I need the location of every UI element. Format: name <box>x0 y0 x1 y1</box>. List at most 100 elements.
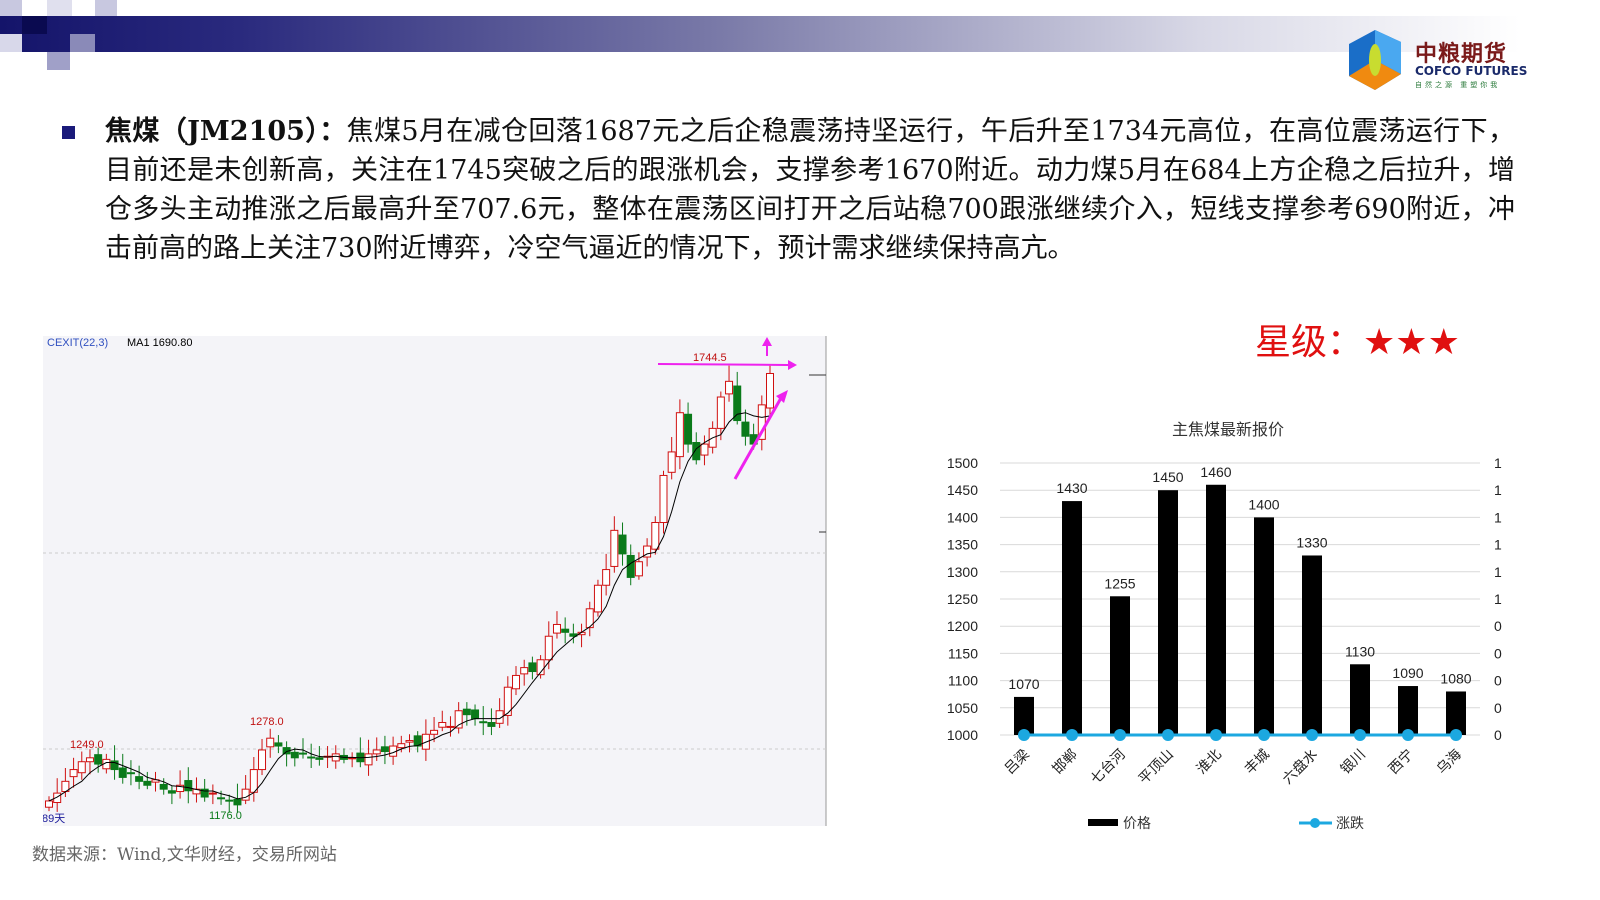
change-point <box>1402 729 1414 741</box>
y2-tick-label: 0 <box>1494 673 1502 689</box>
rating-label: 星级： <box>1255 322 1364 363</box>
candle <box>675 399 684 470</box>
bullet-icon <box>62 126 75 139</box>
deco-square <box>47 52 70 70</box>
y2-tick-label: 0 <box>1494 618 1502 634</box>
bar-value-label: 1330 <box>1296 534 1327 550</box>
category-label: 银川 <box>1338 747 1369 778</box>
candle <box>520 659 529 686</box>
y2-tick-label: 0 <box>1494 700 1502 716</box>
candle <box>208 784 217 805</box>
legend-change-swatch <box>1310 818 1320 828</box>
change-point <box>1018 729 1030 741</box>
category-label: 西宁 <box>1385 746 1417 778</box>
candle <box>258 738 267 776</box>
bar <box>1398 686 1418 735</box>
candle <box>118 753 127 784</box>
y2-tick-label: 1 <box>1494 537 1502 553</box>
candle <box>69 757 78 788</box>
candle <box>430 717 439 743</box>
bar <box>1158 490 1178 735</box>
candle <box>634 552 643 580</box>
bar <box>1302 555 1322 735</box>
trend-arrow <box>733 390 788 480</box>
change-point <box>1114 729 1126 741</box>
category-label: 平顶山 <box>1136 747 1177 788</box>
candle <box>94 747 103 773</box>
y2-tick-label: 1 <box>1494 591 1502 607</box>
candle <box>135 765 144 790</box>
candle <box>167 786 176 805</box>
rating: 星级：★★★ <box>1255 313 1460 365</box>
candle <box>143 771 152 790</box>
bar <box>1062 501 1082 735</box>
deco-square <box>22 16 47 34</box>
bar-value-label: 1130 <box>1345 643 1375 659</box>
bar-value-label: 1430 <box>1056 480 1087 496</box>
candle <box>225 794 234 813</box>
candle <box>700 435 709 466</box>
deco-square <box>95 0 117 16</box>
y2-tick-label: 1 <box>1494 482 1502 498</box>
commentary-text: 焦煤5月在减仓回落1687元之后企稳震荡持坚运行，午后升至1734元高位，在高位… <box>105 116 1515 264</box>
candle <box>184 767 193 804</box>
y-tick-label: 1100 <box>948 673 978 689</box>
candle <box>766 365 774 416</box>
change-point <box>1210 729 1222 741</box>
candle <box>274 735 283 754</box>
legend-price-label: 价格 <box>1123 816 1151 832</box>
change-point <box>1258 729 1270 741</box>
commentary-title: 焦煤（JM2105）： <box>105 116 347 147</box>
y-tick-label: 1250 <box>947 591 978 607</box>
candle <box>298 738 307 759</box>
annotation-1249: 1249.0 <box>70 739 104 751</box>
bar <box>1254 517 1274 735</box>
candle <box>610 516 619 573</box>
bar-value-label: 1400 <box>1248 496 1279 512</box>
bar-value-label: 1450 <box>1152 469 1183 485</box>
rating-stars: ★★★ <box>1363 322 1460 363</box>
candle <box>651 516 660 555</box>
category-label: 淮北 <box>1194 747 1225 778</box>
candle <box>85 749 94 775</box>
candle <box>126 760 135 786</box>
bar <box>1110 596 1130 735</box>
candle <box>741 409 750 446</box>
candle <box>659 470 668 534</box>
y-tick-label: 1450 <box>947 482 978 498</box>
header-band <box>0 16 1600 52</box>
candle <box>512 666 521 696</box>
candle <box>331 745 340 769</box>
y-tick-label: 1400 <box>947 509 978 525</box>
bar-value-label: 1255 <box>1104 575 1135 591</box>
annotation-1278: 1278.0 <box>250 716 284 728</box>
candle <box>266 728 275 758</box>
y2-tick-label: 1 <box>1494 455 1502 471</box>
candle <box>643 538 652 567</box>
category-label: 吕梁 <box>1002 747 1033 778</box>
candle <box>733 371 742 425</box>
data-source: 数据来源：Wind,文华财经，交易所网站 <box>32 845 337 865</box>
annotation-1176: 1176.0 <box>209 810 242 822</box>
candle <box>593 579 602 617</box>
candle <box>602 553 611 596</box>
breakout-arrow-up <box>762 337 772 356</box>
y-tick-label: 1150 <box>948 645 978 661</box>
candle <box>618 522 627 566</box>
candle <box>684 402 693 453</box>
bar <box>1446 691 1466 735</box>
bar-value-label: 1090 <box>1392 665 1423 681</box>
candle <box>176 770 185 799</box>
category-label: 乌海 <box>1434 747 1465 778</box>
candle <box>241 775 250 805</box>
y2-tick-label: 0 <box>1494 727 1502 743</box>
candle <box>544 621 553 670</box>
bar <box>1014 696 1034 735</box>
indicator-label[interactable]: CEXIT(22,3) <box>47 337 108 349</box>
change-point <box>1162 729 1174 741</box>
logo-cube-icon <box>1349 30 1401 90</box>
ma-line <box>48 412 771 802</box>
candle <box>716 391 725 441</box>
candle <box>667 437 676 480</box>
